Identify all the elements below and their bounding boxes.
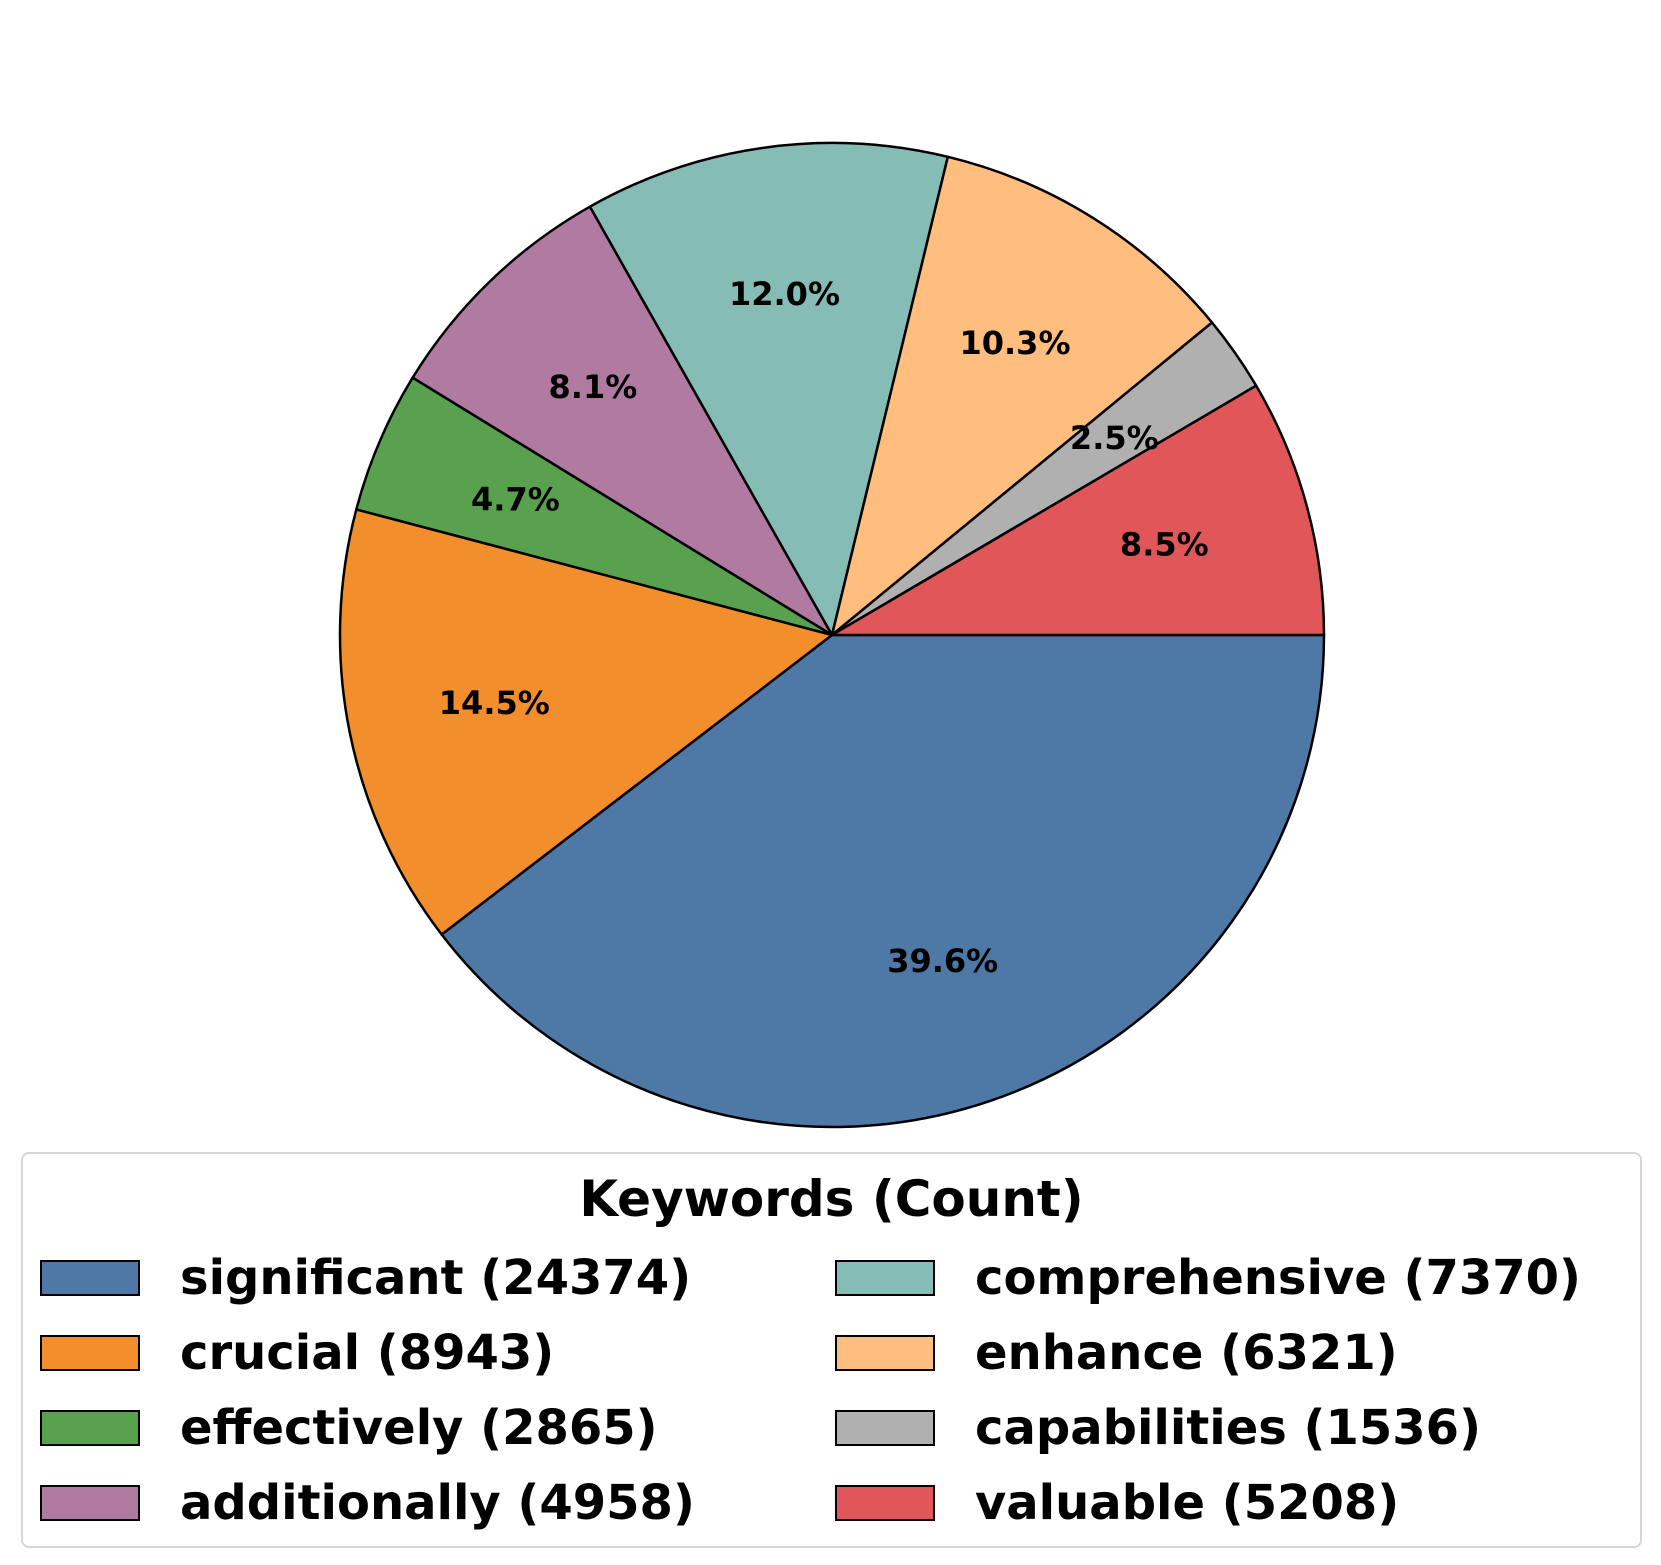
legend-swatch [835, 1335, 935, 1371]
pie-slice-crucial [338, 508, 834, 936]
legend-label: comprehensive (7370) [975, 1250, 1581, 1306]
legend-entry: capabilities (1536) [835, 1398, 1481, 1458]
legend-label: crucial (8943) [180, 1325, 555, 1381]
legend-swatch [40, 1410, 140, 1446]
pie-slice-valuable [830, 384, 1326, 637]
pie-slice-additionally [411, 205, 834, 637]
legend-title: Keywords (Count) [579, 1170, 1084, 1228]
legend-entry: valuable (5208) [835, 1473, 1399, 1533]
legend-swatch [40, 1335, 140, 1371]
legend-label: significant (24374) [180, 1250, 692, 1306]
pie-slice-enhance [830, 155, 1214, 637]
legend: Keywords (Count) significant (24374) cruc… [21, 1152, 1642, 1548]
legend-entry: additionally (4958) [40, 1473, 695, 1533]
legend-label: capabilities (1536) [975, 1400, 1482, 1456]
legend-entry: crucial (8943) [40, 1323, 554, 1383]
legend-swatch [835, 1410, 935, 1446]
legend-label: effectively (2865) [180, 1400, 658, 1456]
pie-label-capabilities: 2.5% [1070, 419, 1159, 457]
legend-entry: significant (24374) [40, 1248, 691, 1308]
legend-swatch [835, 1485, 935, 1521]
legend-swatch [835, 1260, 935, 1296]
pie-label-significant: 39.6% [887, 942, 998, 980]
legend-label: enhance (6321) [975, 1325, 1398, 1381]
pie-label-additionally: 8.1% [549, 368, 638, 406]
pie-label-enhance: 10.3% [959, 324, 1070, 362]
pie-label-crucial: 14.5% [439, 684, 550, 722]
pie-label-valuable: 8.5% [1120, 526, 1209, 564]
pie-slice-significant [440, 633, 1326, 1129]
legend-swatch [40, 1260, 140, 1296]
pie-slice-comprehensive [588, 141, 950, 637]
legend-label: additionally (4958) [180, 1475, 695, 1531]
legend-entry: effectively (2865) [40, 1398, 658, 1458]
pie-label-comprehensive: 12.0% [729, 275, 840, 313]
pie-percent-labels: 39.6% 14.5% 4.7% 8.1% 12.0% 10.3% 2.5% 8.5% [439, 275, 1209, 980]
pie-label-effectively: 4.7% [471, 481, 560, 519]
pie-slices [338, 141, 1326, 1129]
legend-swatch [40, 1485, 140, 1521]
legend-entry: comprehensive (7370) [835, 1248, 1581, 1308]
legend-entry: enhance (6321) [835, 1323, 1398, 1383]
legend-label: valuable (5208) [975, 1475, 1400, 1531]
